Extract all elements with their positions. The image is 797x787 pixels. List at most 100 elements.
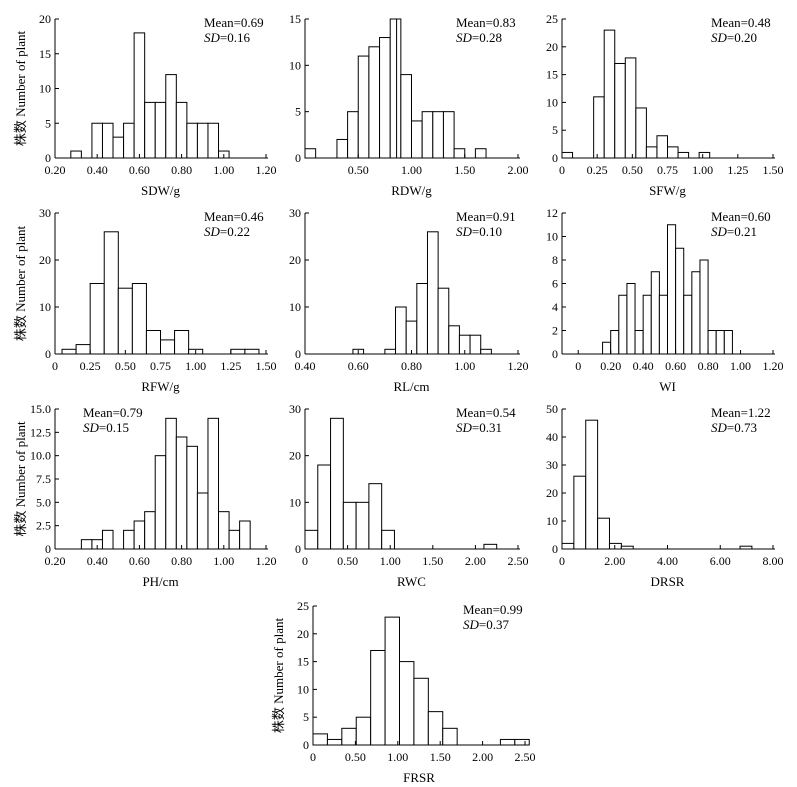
- sd-annotation: SD=0.31: [456, 420, 502, 435]
- histogram-bar: [675, 247, 685, 355]
- y-tick-label: 10.0: [30, 449, 51, 463]
- x-tick-label: 1.20: [508, 359, 529, 373]
- y-tick-label: 6: [552, 277, 558, 291]
- y-tick-label: 20: [289, 253, 301, 267]
- y-tick-label: 5: [295, 105, 301, 119]
- x-tick-label: 0.50: [348, 163, 369, 177]
- histogram-bar: [103, 231, 119, 355]
- x-axis-label: FRSR: [403, 770, 435, 785]
- x-tick-label: 0.40: [295, 359, 316, 373]
- sd-value: =0.10: [472, 224, 502, 239]
- x-tick-label: 1.50: [454, 163, 475, 177]
- x-tick-label: 1.20: [763, 359, 784, 373]
- histogram-bar: [165, 417, 177, 550]
- histogram-bar: [244, 348, 260, 355]
- y-tick-label: 5.0: [36, 495, 51, 509]
- histogram-bar: [677, 151, 690, 159]
- histogram-bar: [699, 259, 709, 355]
- x-axis-label: RWC: [397, 574, 426, 589]
- y-tick-label: 10: [39, 82, 51, 96]
- y-tick-label: 20: [289, 449, 301, 463]
- histogram-bar: [186, 445, 198, 550]
- sd-symbol: SD: [456, 30, 473, 45]
- histogram-bar: [667, 146, 679, 159]
- x-tick-label: 0.25: [587, 163, 608, 177]
- histogram-bar: [707, 330, 717, 355]
- mean-annotation: Mean=0.69: [204, 15, 264, 30]
- x-tick-label: 0: [559, 163, 565, 177]
- histogram-bar: [317, 464, 332, 550]
- y-tick-label: 25: [546, 12, 558, 26]
- histogram-bar: [154, 455, 167, 550]
- histogram-bar: [355, 501, 370, 550]
- x-tick-label: 0.80: [698, 359, 719, 373]
- x-tick-label: 0: [52, 359, 58, 373]
- histogram-bar: [650, 271, 660, 355]
- histogram-bar: [154, 101, 167, 159]
- histogram-bar: [89, 283, 105, 355]
- y-tick-label: 8: [552, 253, 558, 267]
- histogram-bar: [427, 711, 444, 746]
- y-axis-label: 株数 Number of plant: [13, 226, 28, 342]
- histogram-bar: [593, 96, 605, 159]
- histogram-bar: [330, 417, 344, 550]
- sd-annotation: SD=0.21: [711, 224, 757, 239]
- x-tick-label: 0.40: [633, 359, 654, 373]
- histogram-bar: [91, 122, 103, 159]
- x-tick-label: 0.50: [622, 163, 643, 177]
- histogram-bar: [698, 151, 711, 159]
- histogram-bar: [101, 529, 114, 550]
- histogram-bar: [561, 151, 574, 159]
- histogram-bar: [514, 738, 530, 746]
- histogram-bar: [379, 37, 391, 159]
- y-tick-label: 10: [289, 495, 301, 509]
- sd-value: =0.15: [99, 420, 129, 435]
- x-tick-label: 0: [559, 554, 565, 568]
- histogram-bar: [395, 306, 407, 355]
- histogram-bar: [645, 146, 658, 159]
- y-axis-label: 株数 Number of plant: [13, 421, 28, 537]
- sd-symbol: SD: [711, 30, 728, 45]
- y-tick-label: 10: [546, 230, 558, 244]
- y-tick-label: 15.0: [30, 402, 51, 416]
- histogram-bar: [228, 529, 241, 550]
- chart-panel-4: 0 10 20 30 0 0.25 0.50 0.75 1.00 1.25 1.50 RFW/g 株数 …: [13, 206, 277, 394]
- x-tick-label: 0.80: [171, 163, 192, 177]
- histogram-bar: [608, 542, 622, 550]
- x-tick-label: 1.00: [454, 359, 475, 373]
- histogram-bar: [239, 520, 251, 550]
- sd-value: =0.20: [727, 30, 757, 45]
- histogram-bar: [453, 148, 466, 159]
- x-tick-label: 1.00: [401, 163, 422, 177]
- x-tick-label: 0: [575, 359, 581, 373]
- histogram-bar: [597, 517, 610, 550]
- sd-annotation: SD=0.20: [711, 30, 757, 45]
- mean-annotation: Mean=0.83: [456, 15, 516, 30]
- histogram-bar: [442, 727, 458, 746]
- y-tick-label: 30: [289, 402, 301, 416]
- sd-value: =0.28: [472, 30, 502, 45]
- x-tick-label: 6.00: [710, 554, 731, 568]
- histogram-bar: [421, 111, 434, 159]
- histogram-bar: [357, 55, 370, 159]
- sd-value: =0.22: [220, 224, 250, 239]
- x-tick-label: 0: [310, 750, 316, 764]
- histogram-bar: [624, 57, 637, 159]
- histogram-bar: [642, 294, 652, 355]
- histogram-bar: [656, 135, 669, 159]
- x-tick-label: 0.40: [87, 163, 108, 177]
- histogram-bar: [133, 520, 146, 550]
- x-tick-label: 1.20: [256, 554, 277, 568]
- x-tick-label: 0.80: [401, 359, 422, 373]
- x-tick-label: 0.50: [337, 554, 358, 568]
- histogram-bar: [70, 150, 82, 159]
- histogram-bar: [602, 341, 612, 355]
- histogram-bar: [123, 529, 135, 550]
- chart-panel-2: 0 5 10 15 0.50 1.00 1.50 2.00 RDW/g Mean=0.83SD=0…: [289, 12, 529, 198]
- histogram-bar: [175, 436, 188, 550]
- sd-annotation: SD=0.15: [83, 420, 129, 435]
- x-tick-label: 0.20: [45, 554, 66, 568]
- histogram-bar: [437, 287, 450, 355]
- y-tick-label: 2: [552, 324, 558, 338]
- histogram-bar: [131, 283, 147, 355]
